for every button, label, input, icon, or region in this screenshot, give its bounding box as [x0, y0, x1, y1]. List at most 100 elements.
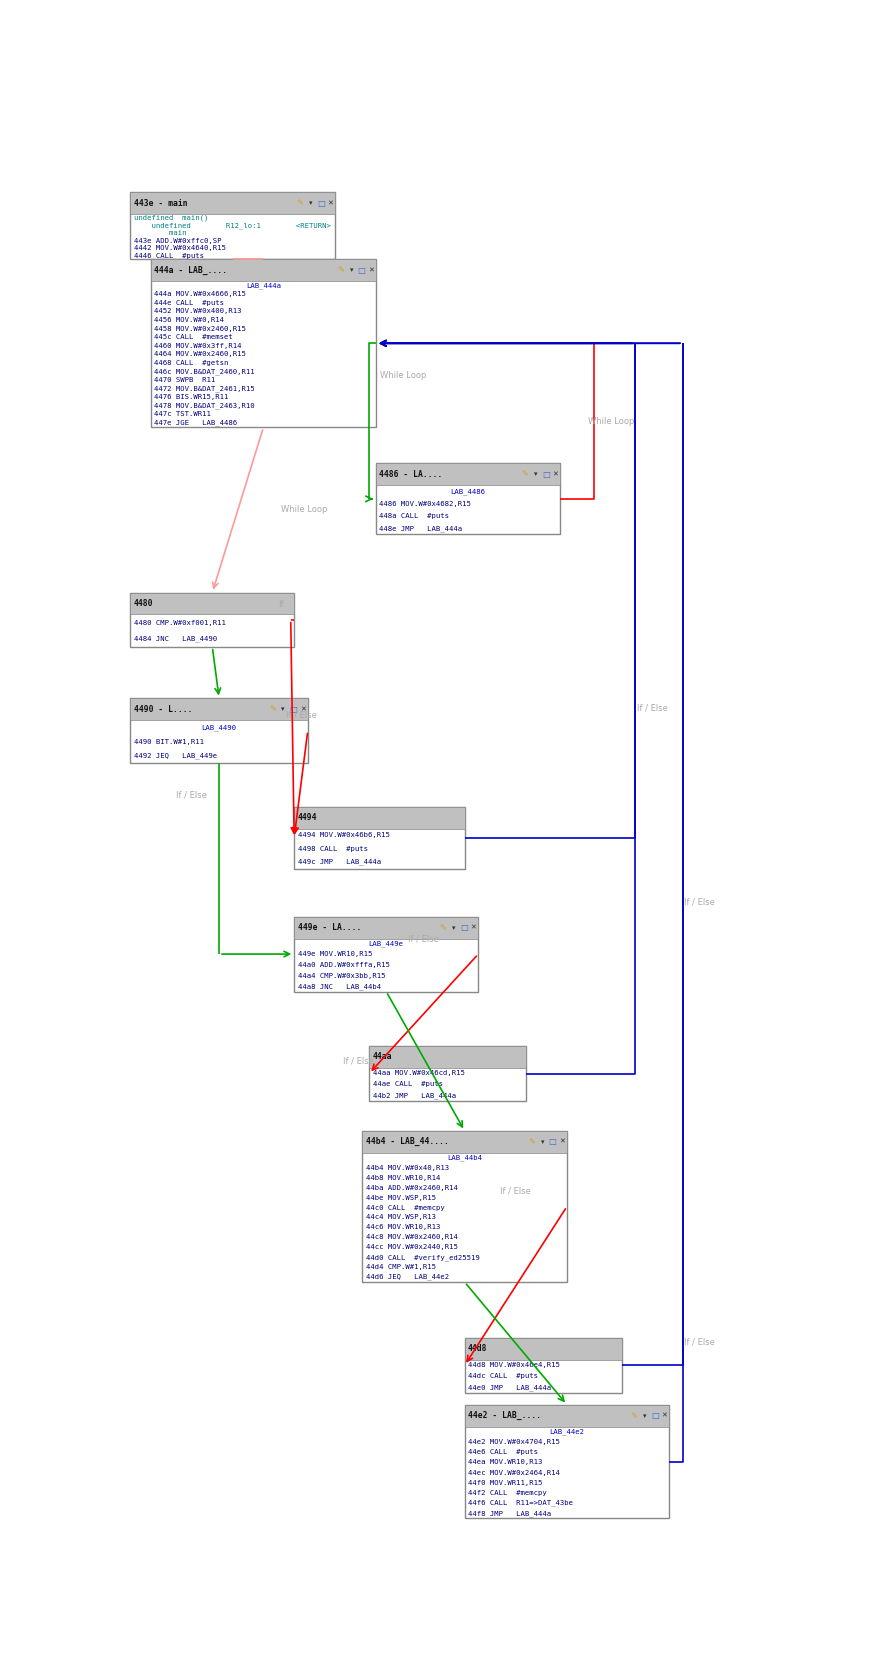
Text: 44b4 - LAB_44....: 44b4 - LAB_44....	[366, 1137, 449, 1147]
Text: ✕: ✕	[368, 267, 374, 273]
Text: 4480: 4480	[134, 599, 153, 609]
Text: LAB_444a: LAB_444a	[246, 282, 281, 288]
Text: ▾: ▾	[309, 200, 312, 206]
Text: 44d8: 44d8	[468, 1343, 488, 1353]
Text: LAB_44e2: LAB_44e2	[549, 1429, 584, 1436]
Text: If / Else: If / Else	[501, 1187, 532, 1196]
Bar	[151, 260, 376, 282]
Text: 44f8 JMP   LAB_444a: 44f8 JMP LAB_444a	[468, 1509, 551, 1516]
Bar	[465, 1338, 621, 1360]
Text: If / Else: If / Else	[408, 934, 439, 942]
Bar	[130, 193, 335, 215]
Text: 44e2 MOV.W#0x4704,R15: 44e2 MOV.W#0x4704,R15	[468, 1439, 560, 1446]
Text: 444a - LAB_....: 444a - LAB_....	[154, 265, 227, 275]
Text: 446c MOV.B&DAT_2460,R11: 446c MOV.B&DAT_2460,R11	[154, 369, 255, 374]
Text: 4492 JEQ   LAB_449e: 4492 JEQ LAB_449e	[134, 753, 217, 760]
Bar	[363, 1130, 567, 1281]
Text: ✎: ✎	[528, 1137, 535, 1147]
Text: 4446 CALL  #puts: 4446 CALL #puts	[134, 253, 204, 258]
Text: 444a MOV.W#0x4666,R15: 444a MOV.W#0x4666,R15	[154, 292, 246, 297]
Bar	[465, 1405, 670, 1518]
Text: 44f2 CALL  #memcpy: 44f2 CALL #memcpy	[468, 1489, 546, 1496]
Text: 4460 MOV.W#0x3ff,R14: 4460 MOV.W#0x3ff,R14	[154, 342, 242, 349]
Text: 443e ADD.W#0xffc0,SP: 443e ADD.W#0xffc0,SP	[134, 238, 222, 243]
Text: ▾: ▾	[643, 1412, 647, 1419]
Text: ✕: ✕	[559, 1139, 565, 1145]
Bar	[151, 260, 376, 428]
Bar	[370, 1046, 526, 1068]
Text: 449e MOV.WR10,R15: 449e MOV.WR10,R15	[297, 951, 372, 958]
Text: □: □	[290, 704, 297, 714]
Text: If / Else: If / Else	[685, 897, 715, 907]
Text: 44d4 CMP.W#1,R15: 44d4 CMP.W#1,R15	[366, 1264, 436, 1269]
Text: If: If	[278, 600, 283, 609]
Text: If / Else: If / Else	[637, 704, 668, 713]
Bar	[370, 1046, 526, 1102]
Text: 44dc CALL  #puts: 44dc CALL #puts	[468, 1373, 538, 1378]
Text: ▾: ▾	[349, 267, 353, 273]
Bar	[363, 1130, 567, 1152]
Text: 44d0 CALL  #verify_ed25519: 44d0 CALL #verify_ed25519	[366, 1254, 480, 1261]
Text: □: □	[460, 922, 468, 932]
Text: 44c4 MOV.WSP,R13: 44c4 MOV.WSP,R13	[366, 1214, 436, 1221]
Text: 4452 MOV.W#0x400,R13: 4452 MOV.W#0x400,R13	[154, 309, 242, 314]
Text: If / Else: If / Else	[176, 792, 208, 800]
Text: 44f6 CALL  R11=>DAT_43be: 44f6 CALL R11=>DAT_43be	[468, 1499, 573, 1506]
Bar	[130, 698, 308, 721]
Text: □: □	[651, 1412, 659, 1420]
Text: 4442 MOV.W#0x4640,R15: 4442 MOV.W#0x4640,R15	[134, 245, 226, 252]
Text: □: □	[358, 267, 365, 275]
Text: □: □	[317, 198, 325, 208]
Bar	[130, 698, 308, 763]
Text: 44a0 ADD.W#0xfffa,R15: 44a0 ADD.W#0xfffa,R15	[297, 963, 390, 968]
Text: ▾: ▾	[540, 1139, 544, 1145]
Text: 44b8 MOV.WR10,R14: 44b8 MOV.WR10,R14	[366, 1176, 440, 1181]
Text: undefined        R12_lo:1        <RETURN>: undefined R12_lo:1 <RETURN>	[134, 221, 331, 228]
Text: ✕: ✕	[471, 924, 476, 931]
Text: 4464 MOV.W#0x2460,R15: 4464 MOV.W#0x2460,R15	[154, 350, 246, 357]
Text: 44a4 CMP.W#0x3bb,R15: 44a4 CMP.W#0x3bb,R15	[297, 973, 385, 979]
Text: LAB_449e: LAB_449e	[369, 941, 404, 948]
Text: 4458 MOV.W#0x2460,R15: 4458 MOV.W#0x2460,R15	[154, 325, 246, 332]
Bar	[294, 917, 479, 991]
Text: LAB_4490: LAB_4490	[202, 724, 237, 731]
Text: ✎: ✎	[630, 1412, 637, 1420]
Text: 44c6 MOV.WR10,R13: 44c6 MOV.WR10,R13	[366, 1224, 440, 1231]
Text: main: main	[134, 230, 187, 236]
Bar	[376, 463, 561, 535]
Text: 44f0 MOV.WR11,R15: 44f0 MOV.WR11,R15	[468, 1479, 542, 1486]
Bar	[130, 592, 294, 614]
Text: 4456 MOV.W#0,R14: 4456 MOV.W#0,R14	[154, 317, 224, 324]
Text: 44b4 MOV.W#0x40,R13: 44b4 MOV.W#0x40,R13	[366, 1166, 449, 1171]
Text: 4498 CALL  #puts: 4498 CALL #puts	[297, 845, 368, 852]
Text: 447c TST.WR11: 447c TST.WR11	[154, 411, 211, 418]
Text: ✕: ✕	[300, 706, 306, 713]
Text: 44d6 JEQ   LAB_44e2: 44d6 JEQ LAB_44e2	[366, 1275, 449, 1281]
Bar	[130, 193, 335, 260]
Text: ✕: ✕	[662, 1412, 667, 1419]
Text: ▾: ▾	[534, 471, 538, 478]
Text: 449c JMP   LAB_444a: 449c JMP LAB_444a	[297, 859, 381, 865]
Text: 449e - LA....: 449e - LA....	[297, 922, 361, 932]
Text: 4486 - LA....: 4486 - LA....	[379, 470, 443, 480]
Text: While Loop: While Loop	[380, 371, 427, 381]
Text: 44c8 MOV.W#0x2460,R14: 44c8 MOV.W#0x2460,R14	[366, 1234, 458, 1241]
Text: 443e - main: 443e - main	[134, 198, 187, 208]
Text: 4478 MOV.B&DAT_2463,R10: 4478 MOV.B&DAT_2463,R10	[154, 402, 255, 409]
Text: If / Else: If / Else	[685, 1338, 715, 1347]
Text: 44e6 CALL  #puts: 44e6 CALL #puts	[468, 1449, 538, 1456]
Text: 4480 CMP.W#0xf001,R11: 4480 CMP.W#0xf001,R11	[134, 619, 226, 626]
Text: 44ba ADD.W#0x2460,R14: 44ba ADD.W#0x2460,R14	[366, 1184, 458, 1191]
Text: 4490 - L....: 4490 - L....	[134, 704, 193, 714]
Text: 448e JMP   LAB_444a: 448e JMP LAB_444a	[379, 525, 463, 532]
Text: 44a8 JNC   LAB_44b4: 44a8 JNC LAB_44b4	[297, 983, 381, 989]
Text: 4468 CALL  #getsn: 4468 CALL #getsn	[154, 361, 229, 366]
Text: ✕: ✕	[327, 200, 334, 206]
Text: 4494: 4494	[297, 813, 317, 822]
Bar	[294, 807, 465, 828]
Text: If / Else: If / Else	[343, 1057, 374, 1067]
Text: 444e CALL  #puts: 444e CALL #puts	[154, 300, 224, 305]
Text: While Loop: While Loop	[588, 416, 634, 426]
Text: 44c0 CALL  #memcpy: 44c0 CALL #memcpy	[366, 1204, 444, 1211]
Bar	[294, 807, 465, 869]
